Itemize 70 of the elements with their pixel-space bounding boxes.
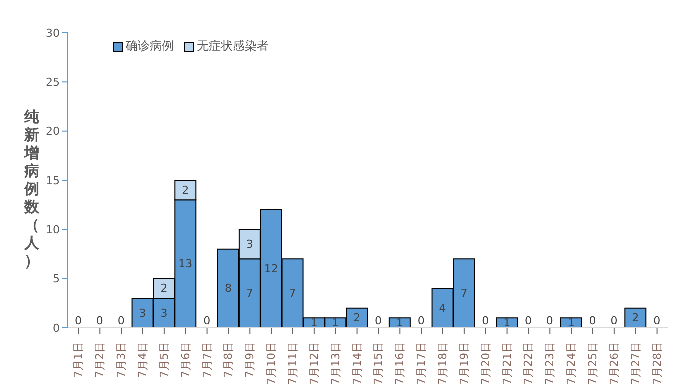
data-label: 2	[160, 282, 168, 296]
data-label: 0	[482, 314, 490, 328]
data-label: 1	[396, 316, 404, 330]
x-tick-label: 7月6日	[179, 342, 192, 378]
x-tick-label: 7月3日	[115, 342, 128, 378]
x-tick-label: 7月16日	[394, 342, 407, 385]
x-tick-label: 7月15日	[372, 342, 386, 385]
y-tick-label: 30	[46, 26, 60, 40]
y-tick-label: 25	[46, 76, 60, 90]
data-label: 7	[289, 287, 296, 300]
text: 纯新增病例数（人）	[24, 108, 40, 270]
x-tick-label: 7月21日	[500, 342, 514, 385]
x-tick-label: 7月13日	[329, 342, 342, 385]
x-tick-label: 7月12日	[308, 342, 321, 385]
x-tick-label: 7月7日	[200, 342, 214, 378]
data-label: 0	[204, 314, 211, 328]
y-tick-label: 10	[46, 224, 60, 237]
data-label: 7	[246, 287, 254, 300]
x-tick-label: 7月9日	[244, 342, 257, 378]
data-label: 3	[246, 238, 254, 251]
x-tick-label: 7月23日	[544, 342, 557, 385]
x-tick-label: 7月24日	[565, 342, 578, 385]
data-label: 1	[310, 316, 318, 330]
x-tick-label: 7月10日	[265, 342, 278, 385]
data-label: 12	[264, 262, 278, 276]
data-label: 0	[418, 314, 425, 328]
x-tick-label: 7月17日	[415, 342, 428, 385]
data-label: 1	[568, 316, 575, 330]
x-tick-label: 7月18日	[436, 342, 450, 385]
x-tick-label: 7月22日	[522, 342, 536, 385]
y-tick-label: 15	[46, 174, 60, 188]
data-label: 8	[225, 282, 232, 296]
y-tick-label: 5	[53, 272, 60, 286]
data-label: 13	[178, 258, 193, 271]
data-label: 0	[75, 314, 82, 328]
x-tick-label: 7月25日	[586, 342, 600, 385]
data-label: 7	[460, 287, 468, 300]
data-label: 2	[632, 312, 640, 325]
data-label: 1	[504, 316, 511, 330]
data-label: 0	[96, 314, 104, 328]
data-label: 3	[160, 306, 168, 320]
y-tick-label: 20	[46, 125, 60, 138]
legend-label: 确诊病例	[125, 38, 174, 55]
y-tick-label: 0	[53, 322, 60, 335]
legend-label: 无症状感染者	[196, 38, 269, 55]
x-tick-label: 7月5日	[158, 342, 171, 378]
bar	[624, 308, 647, 328]
data-label: 1	[332, 316, 340, 330]
data-label: 2	[182, 184, 190, 197]
x-tick-label: 7月20日	[479, 342, 492, 385]
data-label: 0	[118, 314, 125, 328]
data-label: 2	[354, 312, 361, 325]
x-tick-label: 7月27日	[629, 342, 642, 385]
data-label: 0	[610, 314, 618, 328]
x-tick-label: 7月11日	[286, 342, 300, 385]
data-label: 0	[375, 314, 382, 328]
x-tick-label: 7月4日	[136, 342, 150, 378]
data-label: 0	[654, 314, 661, 328]
x-tick-label: 7月28日	[650, 342, 664, 385]
data-label: 0	[525, 314, 532, 328]
x-tick-label: 7月2日	[94, 342, 107, 378]
x-tick-label: 7月19日	[458, 342, 471, 385]
x-tick-label: 7月1日	[72, 342, 86, 378]
data-label: 3	[139, 306, 146, 320]
x-tick-label: 7月26日	[608, 342, 621, 385]
data-label: 4	[439, 302, 446, 315]
data-label: 0	[589, 314, 596, 328]
x-tick-label: 7月8日	[222, 342, 236, 378]
data-label: 0	[546, 314, 554, 328]
x-tick-label: 7月14日	[350, 342, 364, 385]
